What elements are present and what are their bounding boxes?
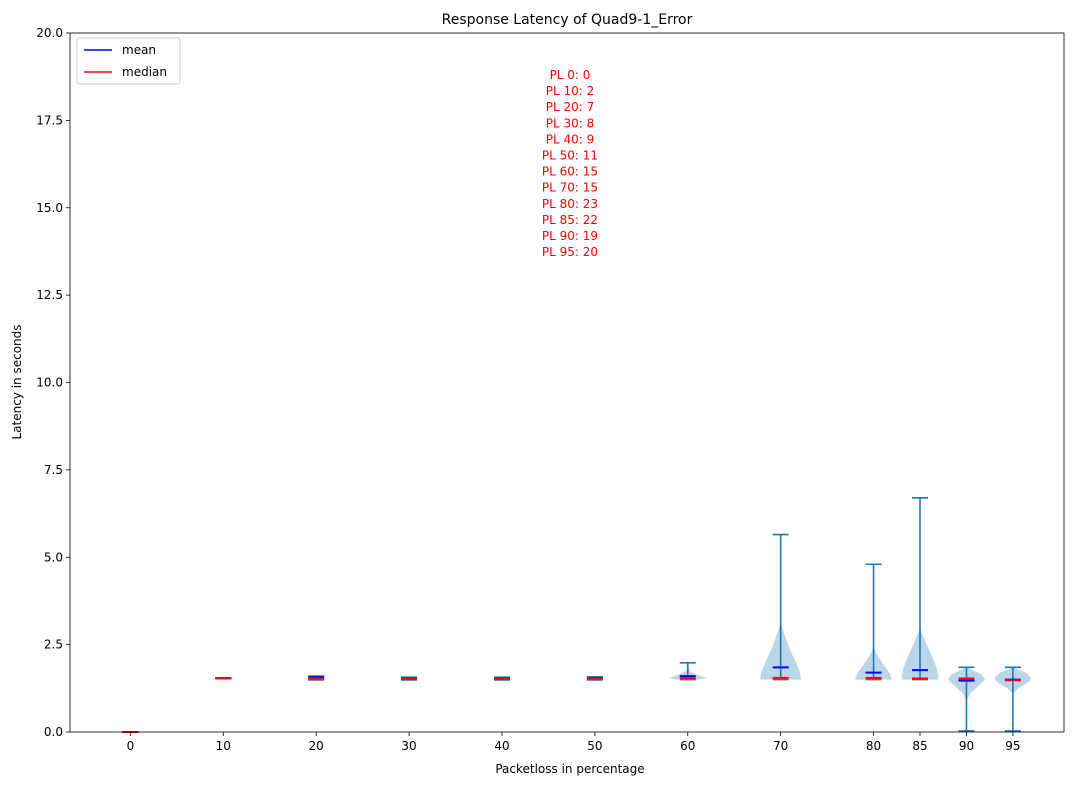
annotation-line: PL 80: 23 [542, 197, 598, 211]
annotation-line: PL 95: 20 [542, 245, 598, 259]
chart-title: Response Latency of Quad9-1_Error [442, 12, 693, 28]
x-tick-label: 80 [866, 739, 881, 753]
x-axis: 0 10 20 30 40 50 60 70 80 85 90 95 [127, 732, 1021, 753]
x-tick-label: 90 [959, 739, 974, 753]
annotation-line: PL 50: 11 [542, 149, 598, 163]
x-tick-label: 85 [912, 739, 927, 753]
x-tick-label: 20 [309, 739, 324, 753]
x-tick-label: 50 [587, 739, 602, 753]
y-tick-label: 7.5 [44, 463, 63, 477]
x-tick-label: 0 [127, 739, 135, 753]
y-tick-label: 0.0 [44, 725, 63, 739]
x-axis-label: Packetloss in percentage [495, 762, 644, 776]
x-tick-label: 30 [401, 739, 416, 753]
annotation-line: PL 90: 19 [542, 229, 598, 243]
annotation-line: PL 20: 7 [546, 100, 595, 114]
annotation-line: PL 60: 15 [542, 165, 598, 179]
y-tick-label: 5.0 [44, 550, 63, 564]
annotation-block: PL 0: 0 PL 10: 2 PL 20: 7 PL 30: 8 PL 40: 9 P… [542, 68, 598, 259]
y-tick-label: 12.5 [36, 288, 63, 302]
y-tick-label: 10.0 [36, 376, 63, 390]
annotation-line: PL 70: 15 [542, 181, 598, 195]
annotation-line: PL 10: 2 [546, 84, 595, 98]
annotation-line: PL 0: 0 [550, 68, 591, 82]
legend: mean median [76, 37, 181, 85]
annotation-line: PL 85: 22 [542, 213, 598, 227]
y-tick-label: 20.0 [36, 26, 63, 40]
x-tick-label: 40 [494, 739, 509, 753]
y-axis: 0.0 2.5 5.0 7.5 10.0 12.5 15.0 17.5 20.0 [36, 26, 70, 739]
annotation-line: PL 30: 8 [546, 116, 595, 130]
y-axis-label: Latency in seconds [10, 324, 24, 439]
annotation-line: PL 40: 9 [546, 132, 595, 146]
x-tick-label: 95 [1005, 739, 1020, 753]
y-tick-label: 17.5 [36, 113, 63, 127]
x-tick-label: 60 [680, 739, 695, 753]
x-tick-label: 10 [216, 739, 231, 753]
legend-median-label: median [122, 65, 167, 79]
violins-layer [122, 497, 1032, 733]
x-tick-label: 70 [773, 739, 788, 753]
legend-mean-label: mean [122, 43, 156, 57]
y-tick-label: 2.5 [44, 638, 63, 652]
y-tick-label: 15.0 [36, 201, 63, 215]
